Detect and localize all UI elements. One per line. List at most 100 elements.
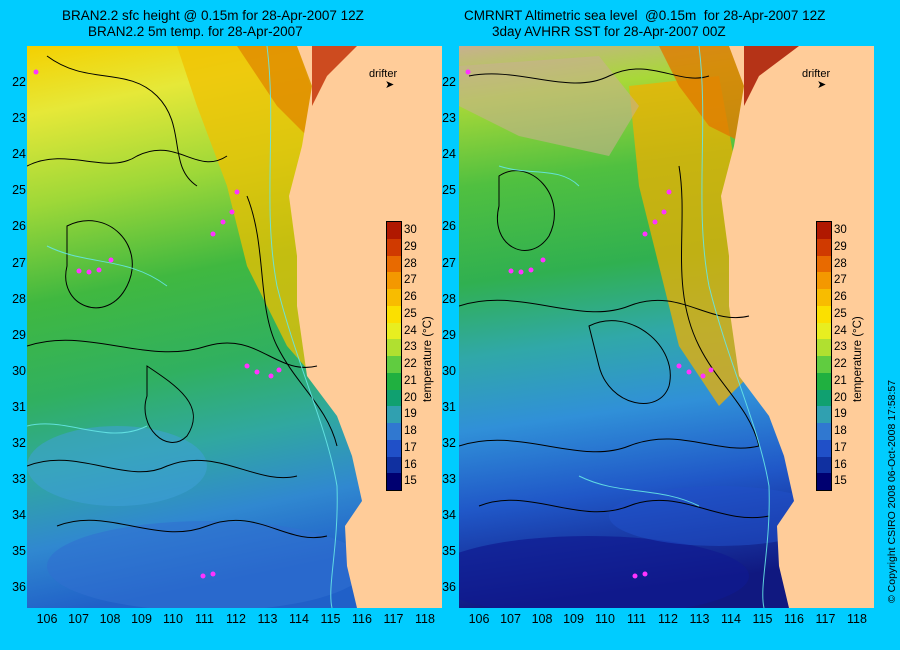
lon-tick-label: 111 xyxy=(194,612,215,626)
colorbar-tick-label: 25 xyxy=(834,307,847,320)
colorbar-swatch xyxy=(387,255,401,273)
lon-tick-label: 107 xyxy=(68,612,89,626)
lon-tick-label: 112 xyxy=(226,612,246,626)
lat-tick-label: 24 xyxy=(442,147,456,162)
lat-tick-label: 26 xyxy=(442,219,456,234)
colorbar-swatch xyxy=(387,289,401,306)
lat-tick-label: 34 xyxy=(442,508,456,523)
lon-axis-right: 106 107 108 109 110 111 112 113 114 115 116 117 118 xyxy=(459,612,874,632)
lon-tick-label: 117 xyxy=(815,612,836,626)
colorbar-swatch xyxy=(387,456,401,474)
lat-tick-label: 33 xyxy=(442,472,456,487)
colorbar-swatch xyxy=(817,473,831,490)
colorbar-tick-label: 30 xyxy=(404,224,417,236)
colorbar-tick-label: 27 xyxy=(404,274,417,287)
lat-tick-label: 26 xyxy=(12,219,26,234)
svg-text:➤: ➤ xyxy=(385,79,394,91)
colorbar-labels-left: 30 29 28 27 26 25 24 23 22 21 20 19 18 17 16 15 xyxy=(404,222,426,490)
lat-axis-right: 22 23 24 25 26 27 28 29 30 31 32 33 34 35 36 xyxy=(430,46,456,608)
lon-tick-label: 107 xyxy=(500,612,521,626)
colorbar-swatch xyxy=(817,222,831,239)
lat-tick-label: 28 xyxy=(12,291,26,306)
colorbar-swatch xyxy=(817,372,831,390)
colorbar-left xyxy=(386,221,402,491)
lon-tick-label: 113 xyxy=(257,612,278,626)
colorbar-tick-label: 17 xyxy=(404,441,417,454)
right-title-line1: CMRNRT Altimetric sea level @0.15m for 2… xyxy=(464,8,826,23)
lon-tick-label: 114 xyxy=(721,612,741,626)
lat-tick-label: 30 xyxy=(442,363,456,378)
colorbar-swatch xyxy=(387,222,401,239)
lat-tick-label: 24 xyxy=(12,147,26,162)
colorbar-tick-label: 29 xyxy=(834,240,847,253)
lat-tick-label: 22 xyxy=(12,75,26,89)
svg-text:➤: ➤ xyxy=(817,79,826,91)
colorbar-swatch xyxy=(817,456,831,474)
left-map-panel[interactable]: ➤ xyxy=(27,46,442,608)
lon-tick-label: 118 xyxy=(847,612,867,626)
colorbar-tick-label: 27 xyxy=(834,274,847,287)
lon-axis-left: 106 107 108 109 110 111 112 113 114 115 116 117 118 xyxy=(27,612,442,632)
lon-tick-label: 116 xyxy=(784,612,804,626)
lon-tick-label: 112 xyxy=(658,612,678,626)
colorbar-tick-label: 21 xyxy=(834,374,847,387)
colorbar-tick-label: 19 xyxy=(834,408,847,421)
colorbar-tick-label: 23 xyxy=(834,341,847,354)
lon-tick-label: 108 xyxy=(531,612,553,626)
lat-tick-label: 27 xyxy=(442,255,456,270)
lat-tick-label: 36 xyxy=(12,580,26,595)
colorbar-swatch xyxy=(817,339,831,356)
colorbar-tick-label: 17 xyxy=(834,441,847,454)
colorbar-right xyxy=(816,221,832,491)
colorbar-swatch xyxy=(817,238,831,256)
colorbar-swatch xyxy=(817,322,831,340)
lat-axis-left: 22 23 24 25 26 27 28 29 30 31 32 33 34 35 36 xyxy=(0,46,26,608)
colorbar-tick-label: 28 xyxy=(404,257,417,270)
colorbar-swatch xyxy=(387,473,401,490)
lat-tick-label: 31 xyxy=(442,399,456,414)
colorbar-tick-label: 26 xyxy=(404,291,417,303)
lon-tick-label: 109 xyxy=(131,612,152,626)
lat-tick-label: 35 xyxy=(12,544,26,559)
colorbar-tick-label: 15 xyxy=(404,475,417,488)
colorbar-swatch xyxy=(387,305,401,323)
colorbar-tick-label: 22 xyxy=(404,358,417,370)
lat-tick-label: 32 xyxy=(442,436,456,450)
left-title-line2: BRAN2.2 5m temp. for 28-Apr-2007 xyxy=(88,24,303,39)
colorbar-tick-label: 16 xyxy=(404,458,417,471)
lon-tick-label: 111 xyxy=(626,612,647,626)
colorbar-title-right: temperature (°C) xyxy=(852,316,864,402)
colorbar-swatch xyxy=(387,322,401,340)
colorbar-swatch xyxy=(817,406,831,423)
lat-tick-label: 35 xyxy=(442,544,456,559)
lon-tick-label: 108 xyxy=(99,612,121,626)
colorbar-tick-label: 29 xyxy=(404,240,417,253)
lat-tick-label: 28 xyxy=(442,291,456,306)
colorbar-swatch xyxy=(387,423,401,440)
lon-tick-label: 106 xyxy=(468,612,490,626)
colorbar-tick-label: 24 xyxy=(404,324,417,337)
lon-tick-label: 118 xyxy=(415,612,435,626)
colorbar-swatch xyxy=(387,339,401,356)
lat-tick-label: 27 xyxy=(12,255,26,270)
colorbar-swatch xyxy=(817,439,831,457)
left-map: ➤ xyxy=(27,46,442,608)
colorbar-swatch xyxy=(387,406,401,423)
colorbar-tick-label: 19 xyxy=(404,408,417,421)
drifter-label-right: drifter xyxy=(802,68,831,80)
colorbar-swatch xyxy=(817,289,831,306)
left-title-line1: BRAN2.2 sfc height @ 0.15m for 28-Apr-20… xyxy=(62,8,364,23)
lat-tick-label: 31 xyxy=(12,399,26,414)
colorbar-tick-label: 28 xyxy=(834,257,847,270)
right-map-panel[interactable]: ➤ xyxy=(459,46,874,608)
colorbar-tick-label: 22 xyxy=(834,358,847,370)
copyright-text: © Copyright CSIRO 2008 06-Oct-2008 17:58… xyxy=(886,379,898,603)
colorbar-tick-label: 25 xyxy=(404,307,417,320)
lon-tick-label: 115 xyxy=(752,612,773,626)
colorbar-swatch xyxy=(817,389,831,407)
colorbar-swatch xyxy=(387,272,401,289)
lat-tick-label: 25 xyxy=(12,183,26,198)
lon-tick-label: 106 xyxy=(36,612,58,626)
colorbar-tick-label: 24 xyxy=(834,324,847,337)
lat-tick-label: 23 xyxy=(12,111,26,126)
